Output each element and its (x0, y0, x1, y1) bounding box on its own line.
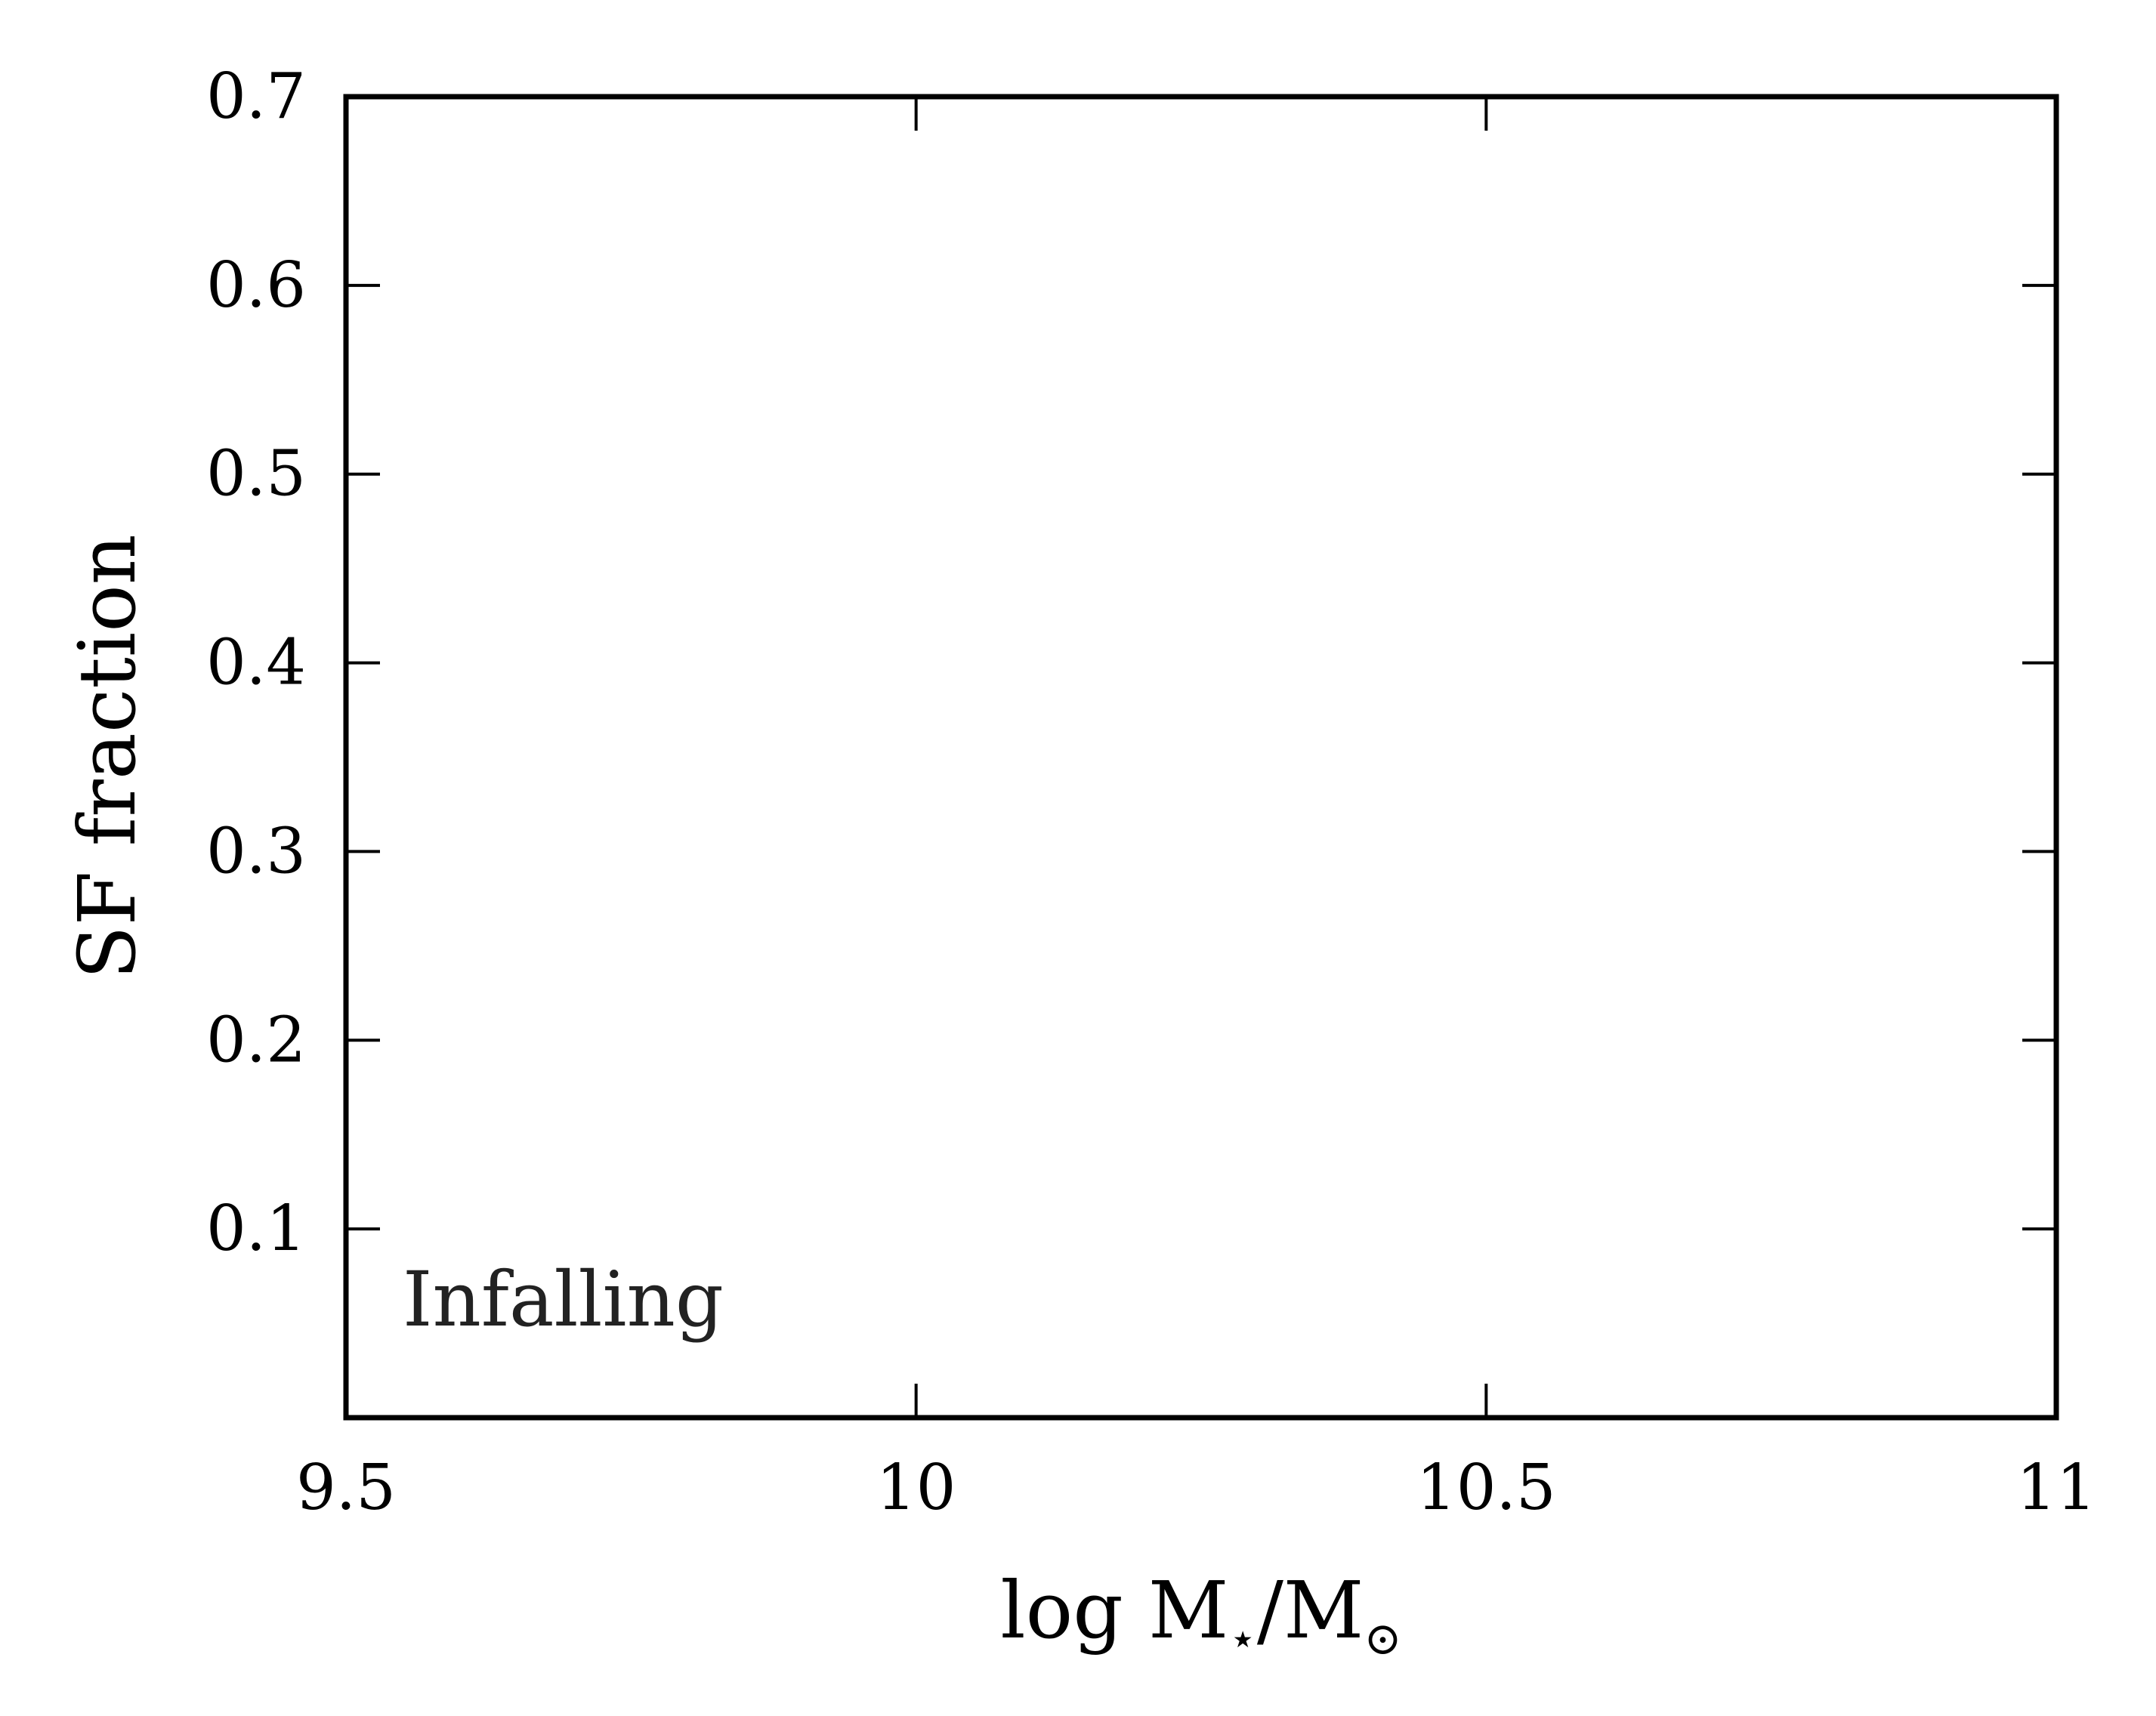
y-tick-label: 0.2 (206, 1003, 306, 1076)
y-tick-label: 0.7 (206, 60, 306, 133)
x-axis-title-sub-star: ⋆ (1228, 1613, 1257, 1665)
ticks-layer (346, 97, 2056, 1418)
x-tick-labels: 9.5 10 10.5 11 (296, 1451, 2096, 1524)
y-tick-label: 0.4 (206, 626, 306, 699)
x-tick-label: 9.5 (296, 1451, 396, 1524)
plot-area (343, 94, 2059, 1421)
y-tick-label: 0.1 (206, 1192, 306, 1265)
y-tick-label: 0.5 (206, 437, 306, 511)
x-axis-title-mid: /M (1257, 1564, 1364, 1656)
x-axis-title: log M⋆/M⊙ (1000, 1564, 1401, 1665)
x-tick-label: 10 (876, 1451, 956, 1524)
y-tick-label: 0.6 (206, 248, 306, 322)
y-axis-title: SF fraction (61, 534, 153, 980)
x-tick-label: 10.5 (1416, 1451, 1556, 1524)
y-tick-label: 0.3 (206, 814, 306, 887)
annotation-infalling: Infalling (403, 1255, 724, 1344)
x-axis-title-main: log M (1000, 1564, 1228, 1656)
x-tick-label: 11 (2016, 1451, 2096, 1524)
y-tick-labels: 0.1 0.2 0.3 0.4 0.5 0.6 0.7 (206, 60, 306, 1265)
x-axis-title-sub-sun: ⊙ (1364, 1613, 1401, 1665)
